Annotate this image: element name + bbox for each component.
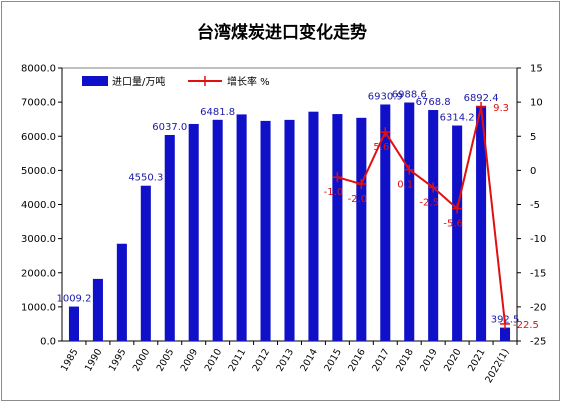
y-right-tick-label: -10 bbox=[530, 234, 546, 245]
y-left-tick-label: 1000.0 bbox=[21, 302, 56, 313]
bar-data-label: 6037.0 bbox=[152, 122, 187, 133]
y-right-tick-label: 15 bbox=[530, 64, 543, 75]
growth-data-label: -5.6 bbox=[443, 219, 463, 230]
bar bbox=[92, 278, 103, 341]
growth-point-marker bbox=[452, 203, 463, 214]
bar bbox=[404, 102, 415, 341]
growth-point-marker bbox=[356, 179, 367, 190]
y-right-tick-label: -20 bbox=[530, 302, 546, 313]
growth-data-label: -2.0 bbox=[348, 194, 368, 205]
y-right-tick-label: -25 bbox=[530, 337, 546, 348]
growth-data-label: -1.0 bbox=[324, 187, 344, 198]
legend: 进口量/万吨 增长率 % bbox=[82, 75, 270, 88]
y-left-tick-label: 2000.0 bbox=[21, 268, 56, 279]
legend-line-marker bbox=[200, 76, 210, 86]
bar bbox=[188, 123, 199, 341]
x-tick-label: 2015 bbox=[322, 347, 344, 373]
x-tick-label: 2020 bbox=[442, 347, 464, 373]
bar bbox=[476, 105, 487, 342]
legend-bar-swatch bbox=[82, 76, 108, 86]
x-tick-label: 2016 bbox=[346, 347, 368, 373]
growth-point-marker bbox=[428, 182, 439, 193]
bar-data-label: 6892.4 bbox=[464, 93, 499, 104]
x-tick-label: 2005 bbox=[155, 347, 177, 373]
growth-point-marker bbox=[332, 172, 343, 183]
y-left-tick-label: 7000.0 bbox=[21, 98, 56, 109]
x-tick-label: 1995 bbox=[107, 347, 129, 373]
growth-data-label: 5.6 bbox=[373, 142, 389, 153]
bar-data-label: 6314.2 bbox=[440, 113, 475, 124]
bar bbox=[164, 134, 175, 341]
y-left-tick-label: 0.0 bbox=[40, 337, 56, 348]
x-tick-label: 2019 bbox=[418, 347, 440, 373]
bar bbox=[68, 306, 80, 341]
bar bbox=[236, 114, 247, 341]
y-right-tick-label: -15 bbox=[530, 268, 546, 279]
legend-line-label: 增长率 % bbox=[227, 75, 270, 88]
bar bbox=[428, 110, 439, 341]
y-right-tick-label: 10 bbox=[530, 98, 543, 109]
x-tick-label: 2010 bbox=[203, 347, 225, 373]
bar bbox=[284, 119, 295, 342]
bar bbox=[212, 119, 223, 341]
growth-line: -1.0 -2.0 5.6 0.1 -2.5 -5.6 9.3 -22.5 bbox=[324, 101, 539, 331]
growth-data-label: -22.5 bbox=[513, 320, 539, 331]
growth-point-marker bbox=[500, 318, 511, 329]
growth-data-label: 0.1 bbox=[397, 180, 413, 191]
x-tick-label: 2011 bbox=[227, 347, 249, 373]
y-left-tick-label: 4000.0 bbox=[21, 200, 56, 211]
growth-point-marker bbox=[404, 164, 415, 175]
growth-data-label: 9.3 bbox=[493, 103, 509, 114]
bar-data-label: 6481.8 bbox=[200, 107, 235, 118]
x-tick-label: 2021 bbox=[466, 347, 488, 373]
y-right-tick-label: 5 bbox=[530, 132, 536, 143]
y-left-tick-label: 6000.0 bbox=[21, 132, 56, 143]
growth-data-label: -2.5 bbox=[419, 197, 439, 208]
y-right-tick-label: -5 bbox=[530, 200, 540, 211]
bar bbox=[380, 104, 391, 342]
growth-point-marker bbox=[476, 101, 487, 112]
chart-title: 台湾煤炭进口变化走势 bbox=[197, 22, 367, 43]
x-tick-label: 2000 bbox=[131, 347, 153, 373]
bar bbox=[116, 243, 127, 341]
bars bbox=[68, 102, 511, 342]
bar-data-label: 6930.9 bbox=[368, 91, 403, 102]
bar bbox=[260, 120, 271, 341]
x-tick-label: 1990 bbox=[83, 347, 105, 373]
x-tick-label: 2017 bbox=[370, 347, 392, 373]
x-tick-label: 2012 bbox=[251, 347, 273, 373]
growth-point-marker bbox=[380, 127, 391, 138]
legend-bar-label: 进口量/万吨 bbox=[112, 75, 165, 88]
bar-data-label: 6768.8 bbox=[416, 97, 451, 108]
y-left-tick-label: 8000.0 bbox=[21, 64, 56, 75]
x-tick-label: 2018 bbox=[394, 347, 416, 373]
growth-line-path bbox=[337, 106, 507, 325]
bar bbox=[140, 185, 151, 341]
bar bbox=[356, 117, 367, 341]
bar-data-label: 6988.6 bbox=[392, 90, 427, 101]
x-tick-label: 1985 bbox=[59, 347, 81, 373]
x-tick-label: 2014 bbox=[298, 347, 320, 373]
y-left-tick-label: 3000.0 bbox=[21, 234, 56, 245]
x-tick-label: 2009 bbox=[179, 347, 201, 373]
bar-data-label: 1009.2 bbox=[56, 294, 91, 305]
y-left-tick-label: 5000.0 bbox=[21, 166, 56, 177]
bar bbox=[499, 327, 511, 341]
x-tick-label: 2013 bbox=[274, 347, 296, 373]
bar bbox=[308, 111, 319, 342]
y-right-tick-label: 0 bbox=[530, 166, 536, 177]
bar bbox=[452, 125, 463, 341]
bar bbox=[332, 114, 343, 341]
bar-data-label: 4550.3 bbox=[128, 173, 163, 184]
